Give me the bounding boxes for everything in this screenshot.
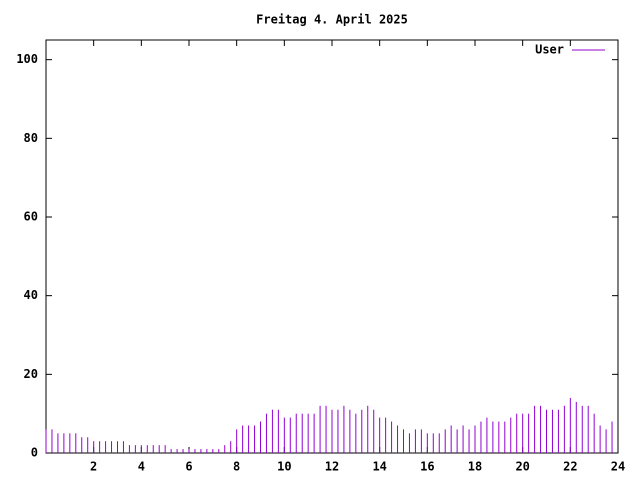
x-tick-label: 16 bbox=[420, 460, 434, 474]
legend-label: User bbox=[535, 43, 564, 57]
x-tick-label: 24 bbox=[611, 460, 625, 474]
plot-frame bbox=[45, 39, 619, 454]
y-tick-label: 100 bbox=[16, 52, 38, 66]
y-tick-label: 60 bbox=[24, 210, 38, 224]
x-tick-label: 22 bbox=[563, 460, 577, 474]
x-tick-label: 18 bbox=[468, 460, 482, 474]
y-tick-label: 20 bbox=[24, 367, 38, 381]
x-tick-label: 8 bbox=[233, 460, 240, 474]
y-tick-label: 0 bbox=[31, 446, 38, 460]
x-tick-label: 2 bbox=[90, 460, 97, 474]
x-tick-label: 20 bbox=[515, 460, 529, 474]
x-tick-label: 14 bbox=[372, 460, 386, 474]
chart-title: Freitag 4. April 2025 bbox=[256, 13, 408, 27]
y-tick-label: 80 bbox=[24, 131, 38, 145]
y-tick-label: 40 bbox=[24, 288, 38, 302]
x-tick-label: 10 bbox=[277, 460, 291, 474]
x-tick-label: 12 bbox=[325, 460, 339, 474]
x-tick-label: 4 bbox=[138, 460, 145, 474]
x-tick-label: 6 bbox=[185, 460, 192, 474]
